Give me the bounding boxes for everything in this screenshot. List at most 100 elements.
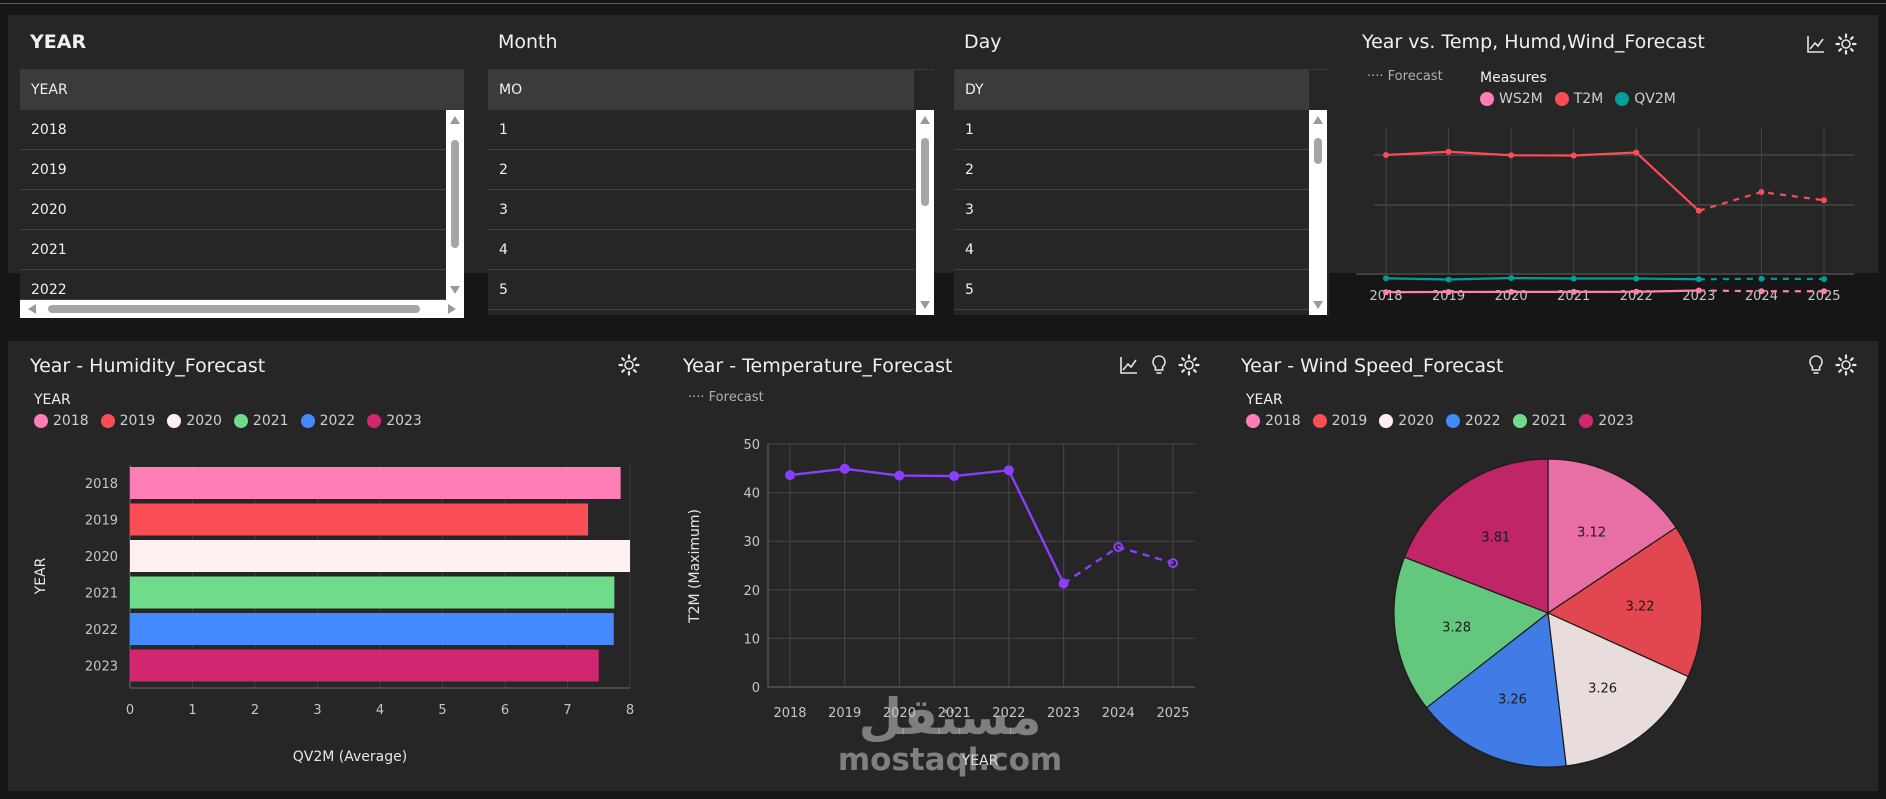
month-list[interactable]: MO 1 2 3 4 5 (488, 69, 934, 315)
list-item[interactable]: 5 (488, 270, 914, 310)
list-item[interactable]: 2022 (20, 270, 446, 300)
legend-swatch (1615, 92, 1630, 106)
legend-swatch (300, 414, 315, 428)
x-tick-label: 6 (501, 703, 509, 718)
pie-slice (1393, 556, 1550, 709)
lightbulb-icon[interactable] (1147, 353, 1171, 377)
y-tick-label: 30 (743, 535, 760, 550)
list-item[interactable]: 4 (488, 230, 914, 270)
data-point (1570, 275, 1577, 282)
data-point (1383, 152, 1389, 158)
legend-item[interactable]: 2019 (1312, 413, 1367, 429)
wind-pie-chart: 3.12 3.22 3.26 3.26 3.28 3.81 (1393, 458, 1703, 768)
scroll-up-arrow-icon[interactable] (1313, 116, 1323, 124)
scrollbar-thumb[interactable] (48, 305, 420, 313)
list-item[interactable]: 4 (954, 230, 1309, 270)
x-tick-label: 2018 (773, 706, 806, 721)
scroll-down-arrow-icon[interactable] (450, 286, 460, 294)
legend-item[interactable]: 2020 (167, 413, 222, 429)
legend-item[interactable]: 2020 (1379, 413, 1434, 429)
day-list[interactable]: DY 1 2 3 4 5 (954, 69, 1329, 315)
list-item[interactable]: 1 (954, 110, 1309, 150)
top-divider (0, 3, 1886, 4)
scroll-up-arrow-icon[interactable] (920, 116, 930, 124)
data-point (1633, 275, 1640, 282)
legend-item[interactable]: 2023 (1579, 413, 1634, 429)
x-axis-label: QV2M (Average) (293, 749, 407, 765)
scroll-left-arrow-icon[interactable] (28, 304, 36, 314)
data-point (1821, 276, 1827, 282)
month-list-header[interactable]: MO (488, 70, 914, 110)
legend-swatch (1480, 92, 1494, 106)
scrollbar-thumb[interactable] (1314, 138, 1322, 164)
pie-slice (1425, 611, 1567, 768)
list-item[interactable]: 2 (954, 150, 1309, 190)
legend-item[interactable]: 2021 (233, 413, 289, 429)
year-list-horizontal-scrollbar[interactable] (20, 300, 464, 318)
data-point (1695, 207, 1702, 214)
wind-legend: 2018 2019 2020 2022 2021 2023 (1246, 413, 1634, 429)
year-list[interactable]: YEAR 2018 2019 2020 2021 2022 (20, 69, 464, 318)
legend-item[interactable]: 2018 (1246, 413, 1301, 429)
line-chart-icon[interactable] (1117, 353, 1141, 377)
list-item[interactable]: 2021 (20, 230, 446, 270)
x-tick-label: 2019 (828, 706, 861, 721)
list-item[interactable]: 3 (488, 190, 914, 230)
scroll-right-arrow-icon[interactable] (448, 304, 456, 314)
series-line-t2m (1385, 150, 1700, 212)
legend-swatch (34, 414, 48, 428)
x-tick-label: 2 (251, 703, 259, 718)
list-item[interactable]: 5 (954, 270, 1309, 310)
line-chart-icon[interactable] (1804, 32, 1828, 56)
series-line (789, 467, 1065, 585)
month-list-vertical-scrollbar[interactable] (916, 110, 934, 315)
forecast-legend: ···· Forecast (1367, 69, 1443, 84)
list-item[interactable]: 3 (954, 190, 1309, 230)
legend-item[interactable]: 2023 (367, 413, 422, 429)
day-list-vertical-scrollbar[interactable] (1309, 110, 1327, 315)
legend-item[interactable]: 2022 (1445, 413, 1501, 429)
measures-legend: WS2M T2M QV2M (1480, 91, 1676, 107)
scroll-down-arrow-icon[interactable] (920, 301, 930, 309)
legend-item[interactable]: 2019 (100, 413, 155, 429)
legend-item[interactable]: 2022 (300, 413, 355, 429)
settings-icon[interactable] (617, 353, 641, 377)
list-item[interactable]: 2018 (20, 110, 446, 150)
legend-item[interactable]: QV2M (1615, 91, 1676, 107)
legend-item[interactable]: 2018 (34, 413, 89, 429)
data-point (1445, 288, 1452, 295)
day-list-header[interactable]: DY (954, 70, 1309, 110)
year-list-vertical-scrollbar[interactable] (446, 110, 464, 300)
combined-line-chart: 2018 2019 2020 2021 2022 2023 2024 2025 (1356, 127, 1854, 304)
bar (130, 503, 589, 536)
settings-icon[interactable] (1834, 32, 1858, 56)
scrollbar-thumb[interactable] (451, 140, 459, 248)
series-line-ws2m (1385, 289, 1699, 294)
list-item[interactable]: 1 (488, 110, 914, 150)
legend-swatch (1445, 414, 1460, 428)
pie-slice (1546, 526, 1703, 678)
legend-item[interactable]: T2M (1554, 91, 1603, 107)
legend-item[interactable]: WS2M (1480, 91, 1543, 107)
scroll-up-arrow-icon[interactable] (450, 116, 460, 124)
data-point (1383, 275, 1389, 282)
y-tick-label: 2020 (85, 550, 118, 565)
legend-label: 2023 (386, 413, 422, 429)
legend-item[interactable]: 2021 (1512, 413, 1567, 429)
list-item[interactable]: 2020 (20, 190, 446, 230)
settings-icon[interactable] (1177, 353, 1201, 377)
year-list-header[interactable]: YEAR (20, 70, 464, 110)
x-tick-label: 2024 (1745, 289, 1778, 304)
legend-swatch (100, 414, 115, 428)
scroll-down-arrow-icon[interactable] (1313, 301, 1323, 309)
y-tick-label: 20 (743, 584, 760, 599)
list-item[interactable]: 2019 (20, 150, 446, 190)
legend-label: 2018 (53, 413, 89, 429)
settings-icon[interactable] (1834, 353, 1858, 377)
lightbulb-icon[interactable] (1804, 353, 1828, 377)
list-item[interactable]: 2 (488, 150, 914, 190)
combined-chart-title: Year vs. Temp, Humd,Wind_Forecast (1362, 31, 1705, 53)
scrollbar-thumb[interactable] (921, 138, 929, 206)
temperature-chart-title: Year - Temperature_Forecast (683, 355, 953, 377)
data-point (1633, 149, 1640, 156)
